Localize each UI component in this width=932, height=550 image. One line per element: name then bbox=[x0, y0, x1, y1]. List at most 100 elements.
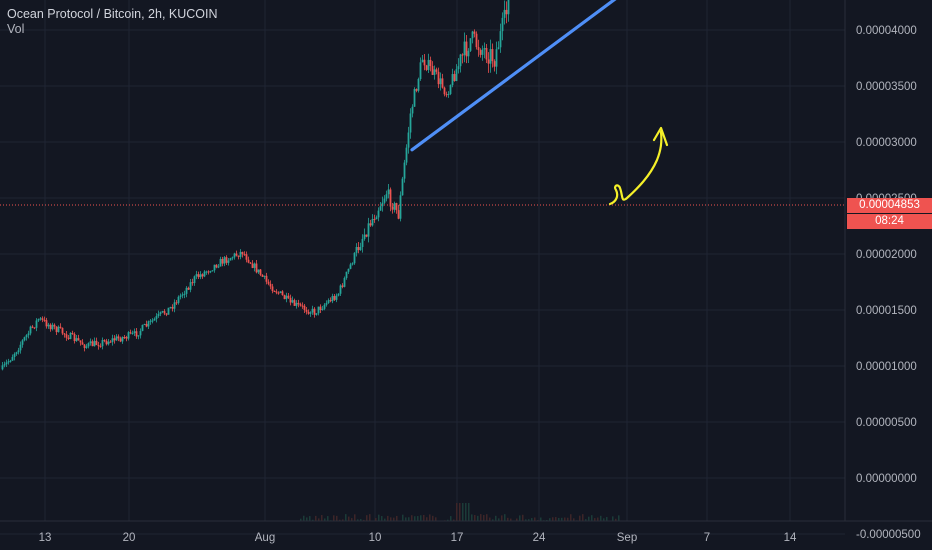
breakout-projection-path[interactable] bbox=[608, 130, 663, 206]
candle-body bbox=[497, 47, 500, 50]
candle-body bbox=[63, 333, 66, 335]
candle-body bbox=[271, 286, 274, 292]
candle-body bbox=[501, 17, 504, 32]
candle-body bbox=[483, 48, 486, 50]
candle-body bbox=[107, 341, 110, 345]
candle-body bbox=[91, 341, 94, 347]
volume-bar bbox=[429, 514, 431, 521]
candle-body bbox=[287, 295, 290, 298]
candle-body bbox=[457, 66, 460, 70]
candle-body bbox=[79, 340, 82, 343]
candle-body bbox=[395, 203, 398, 211]
volume-bar bbox=[534, 517, 536, 521]
candle-body bbox=[261, 274, 264, 277]
candle-body bbox=[221, 258, 224, 264]
symbol-title[interactable]: Ocean Protocol / Bitcoin, 2h, KUCOIN bbox=[7, 7, 218, 21]
volume-bar bbox=[366, 515, 368, 521]
candle-body bbox=[285, 295, 288, 300]
candle-body bbox=[439, 78, 442, 85]
volume-bar bbox=[462, 503, 464, 521]
volume-bar bbox=[378, 514, 380, 521]
candle-body bbox=[329, 300, 332, 302]
candle-body bbox=[379, 206, 382, 211]
candle-body bbox=[7, 361, 10, 363]
support-trendline[interactable] bbox=[410, 0, 676, 152]
candle-body bbox=[171, 307, 174, 309]
candle-body bbox=[391, 206, 394, 210]
candle-body bbox=[289, 297, 292, 303]
volume-bar bbox=[492, 519, 494, 521]
volume-bar bbox=[348, 516, 350, 521]
candle-body bbox=[415, 89, 418, 91]
candle-body bbox=[249, 262, 252, 264]
candle-body bbox=[81, 342, 84, 345]
candle-body bbox=[105, 340, 108, 345]
candle-body bbox=[303, 305, 306, 310]
volume-bar bbox=[468, 503, 470, 521]
candle-body bbox=[253, 263, 256, 268]
volume-bar bbox=[528, 519, 530, 521]
candle-body bbox=[381, 202, 384, 207]
candle-body bbox=[51, 324, 54, 330]
time-tick-label: Sep bbox=[617, 532, 637, 544]
candle-body bbox=[235, 253, 238, 256]
candle-body bbox=[143, 324, 146, 326]
candle-body bbox=[339, 285, 342, 294]
candle-body bbox=[93, 340, 96, 347]
candle-body bbox=[359, 247, 362, 251]
volume-bar bbox=[516, 518, 518, 521]
candle-body bbox=[163, 311, 166, 314]
volume-bar bbox=[333, 515, 335, 521]
trendlines[interactable] bbox=[410, 0, 676, 152]
candle-body bbox=[243, 254, 246, 256]
candle-body bbox=[3, 364, 6, 366]
volume-bar bbox=[483, 515, 485, 521]
volume-bar bbox=[540, 517, 542, 521]
candle-body bbox=[195, 274, 198, 277]
candle-body bbox=[169, 307, 172, 309]
candle-body bbox=[225, 257, 228, 263]
candle-body bbox=[181, 294, 184, 296]
price-tick-label: 0.00001000 bbox=[856, 361, 917, 373]
volume-bar bbox=[585, 519, 587, 521]
candle-body bbox=[35, 320, 38, 328]
volume-bar bbox=[351, 518, 353, 521]
candle-body bbox=[127, 332, 130, 339]
time-axis[interactable]: 13 20 Aug 10 17 24 Sep 7 14 bbox=[39, 532, 797, 544]
volume-label[interactable]: Vol bbox=[7, 22, 25, 36]
candle-body bbox=[445, 94, 448, 96]
price-tick-label: -0.00000500 bbox=[856, 529, 921, 541]
candle-body bbox=[403, 162, 406, 179]
candle-body bbox=[47, 324, 50, 327]
candle-body bbox=[135, 331, 138, 337]
candle-body bbox=[343, 277, 346, 287]
volume-bar bbox=[570, 514, 572, 521]
candle-body bbox=[355, 246, 358, 253]
candle-body bbox=[451, 74, 454, 86]
candle-body bbox=[185, 287, 188, 294]
candle-body bbox=[141, 324, 144, 331]
volume-bar bbox=[402, 514, 404, 521]
volume-bar bbox=[495, 515, 497, 521]
candle-body bbox=[37, 319, 40, 321]
candle-body bbox=[173, 302, 176, 309]
candle-body bbox=[371, 219, 374, 226]
candles bbox=[1, 0, 620, 521]
candle-body bbox=[317, 306, 320, 314]
candle-body bbox=[401, 178, 404, 196]
volume-bar bbox=[579, 515, 581, 521]
candle-body bbox=[131, 332, 134, 334]
volume-bar bbox=[309, 516, 311, 521]
candle-body bbox=[25, 335, 28, 338]
candle-body bbox=[323, 304, 326, 309]
volume-bar bbox=[342, 519, 344, 521]
candle-body bbox=[495, 49, 498, 67]
volume-bar bbox=[507, 517, 509, 521]
candle-body bbox=[301, 305, 304, 307]
candle-body bbox=[331, 295, 334, 302]
candle-body bbox=[147, 321, 150, 327]
candle-body bbox=[387, 189, 390, 195]
candle-body bbox=[199, 274, 202, 278]
